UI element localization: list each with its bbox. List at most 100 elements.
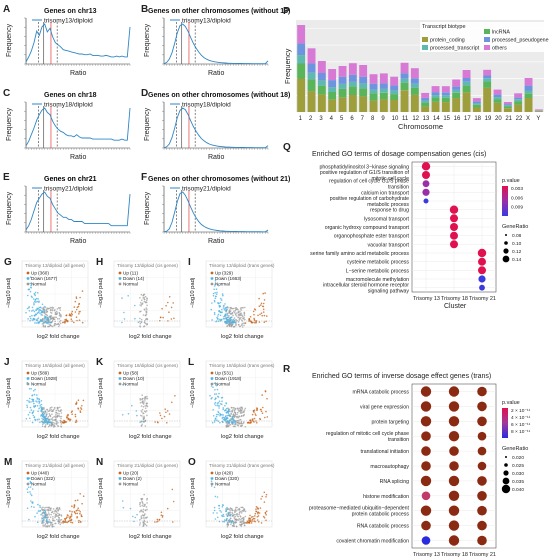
down-point bbox=[230, 420, 233, 423]
x-tick-label: 5 bbox=[340, 116, 344, 122]
down-point bbox=[233, 419, 236, 422]
size-legend-dot bbox=[501, 484, 511, 494]
down-point bbox=[44, 305, 46, 308]
down-point bbox=[43, 509, 46, 512]
normal-point bbox=[47, 415, 50, 418]
normal-point bbox=[56, 425, 59, 427]
term-label: viral gene expression bbox=[360, 404, 409, 410]
down-point bbox=[32, 309, 34, 312]
legend-title: p.value bbox=[502, 400, 520, 406]
up-point bbox=[71, 310, 74, 313]
legend-text: Normal bbox=[31, 382, 46, 387]
down-point bbox=[39, 309, 42, 312]
normal-point bbox=[241, 407, 243, 409]
x-axis-label: Chromosome bbox=[398, 122, 443, 131]
down-point bbox=[213, 421, 216, 423]
up-point bbox=[170, 306, 173, 309]
normal-point bbox=[60, 417, 62, 420]
down-point bbox=[226, 313, 228, 315]
down-point bbox=[48, 421, 50, 424]
normal-point bbox=[238, 422, 241, 425]
up-point bbox=[173, 317, 175, 320]
normal-point bbox=[50, 317, 53, 320]
normal-point bbox=[55, 423, 58, 426]
normal-point bbox=[140, 517, 143, 520]
down-point bbox=[28, 518, 30, 521]
legend-text: Up (329) bbox=[215, 271, 233, 276]
panel-title: Genes on chr21 bbox=[44, 176, 97, 183]
legend-text: lncRNA bbox=[492, 30, 510, 36]
normal-point bbox=[234, 425, 236, 428]
bar-segment bbox=[462, 70, 471, 78]
down-point bbox=[219, 320, 222, 322]
down-point bbox=[214, 417, 217, 420]
normal-point bbox=[145, 310, 148, 313]
down-point bbox=[210, 398, 212, 400]
legend-dot bbox=[210, 282, 214, 286]
down-point bbox=[225, 322, 228, 324]
panel-title: Trisomy 21/diploid (trans genes) bbox=[209, 463, 275, 468]
cluster-label: Trisomy 18 bbox=[441, 552, 468, 558]
down-point bbox=[212, 386, 214, 389]
up-point bbox=[262, 406, 264, 409]
term-label: RNA catabolic process bbox=[357, 524, 410, 530]
enrichment-dot bbox=[449, 461, 459, 471]
up-point bbox=[255, 321, 257, 324]
normal-point bbox=[231, 324, 233, 327]
bar-segment bbox=[369, 93, 378, 101]
enrichment-dot bbox=[448, 416, 460, 427]
down-point bbox=[222, 408, 224, 411]
up-point bbox=[249, 519, 251, 521]
normal-point bbox=[144, 301, 147, 304]
histogram-panel-C: C Genes on chr18 trisomy18/diploid Ratio Fre… bbox=[3, 88, 131, 161]
color-tick: 6 × 10⁻¹¹ bbox=[511, 422, 531, 428]
legend-dot bbox=[118, 282, 122, 286]
up-point bbox=[251, 518, 254, 521]
down-point bbox=[222, 520, 224, 523]
down-point bbox=[38, 400, 40, 403]
down-point bbox=[216, 388, 219, 391]
bar-segment bbox=[297, 43, 306, 56]
normal-point bbox=[52, 307, 55, 309]
down-point bbox=[227, 511, 230, 514]
bar-segment bbox=[441, 92, 450, 96]
down-point bbox=[30, 401, 32, 403]
normal-point bbox=[233, 517, 236, 520]
down-point bbox=[31, 319, 34, 321]
normal-point bbox=[55, 313, 57, 316]
down-point bbox=[218, 400, 221, 403]
up-point bbox=[158, 518, 161, 521]
normal-point bbox=[227, 324, 230, 326]
down-point bbox=[218, 392, 220, 395]
down-point bbox=[28, 388, 31, 390]
normal-point bbox=[53, 525, 55, 528]
up-point bbox=[75, 296, 78, 298]
term-label: cysteine metabolic process bbox=[347, 260, 410, 266]
x-tick-label: 8 bbox=[371, 116, 375, 122]
frequency-curve bbox=[163, 107, 269, 149]
normal-point bbox=[146, 308, 148, 311]
normal-point bbox=[139, 524, 141, 526]
bar-segment bbox=[534, 109, 543, 111]
normal-point bbox=[145, 524, 148, 527]
normal-point bbox=[232, 423, 234, 426]
x-axis-label: log2 fold change bbox=[221, 334, 264, 340]
legend-text: Up (589) bbox=[31, 371, 49, 376]
legend-dot bbox=[210, 277, 214, 280]
up-point bbox=[172, 521, 174, 523]
x-tick-label: 18 bbox=[474, 116, 481, 122]
up-point bbox=[253, 317, 255, 320]
up-point bbox=[258, 512, 261, 514]
up-point bbox=[251, 520, 254, 522]
down-point bbox=[224, 303, 226, 305]
normal-point bbox=[228, 310, 230, 313]
down-point bbox=[219, 421, 221, 424]
normal-point bbox=[232, 314, 234, 317]
normal-point bbox=[56, 407, 59, 409]
legend-title: GeneRatio bbox=[502, 446, 528, 452]
term-label: proteasome−mediated ubiquitin−dependent bbox=[309, 506, 410, 512]
normal-point bbox=[56, 518, 58, 521]
down-point bbox=[28, 397, 31, 400]
down-point bbox=[26, 507, 29, 510]
down-point bbox=[218, 302, 220, 305]
